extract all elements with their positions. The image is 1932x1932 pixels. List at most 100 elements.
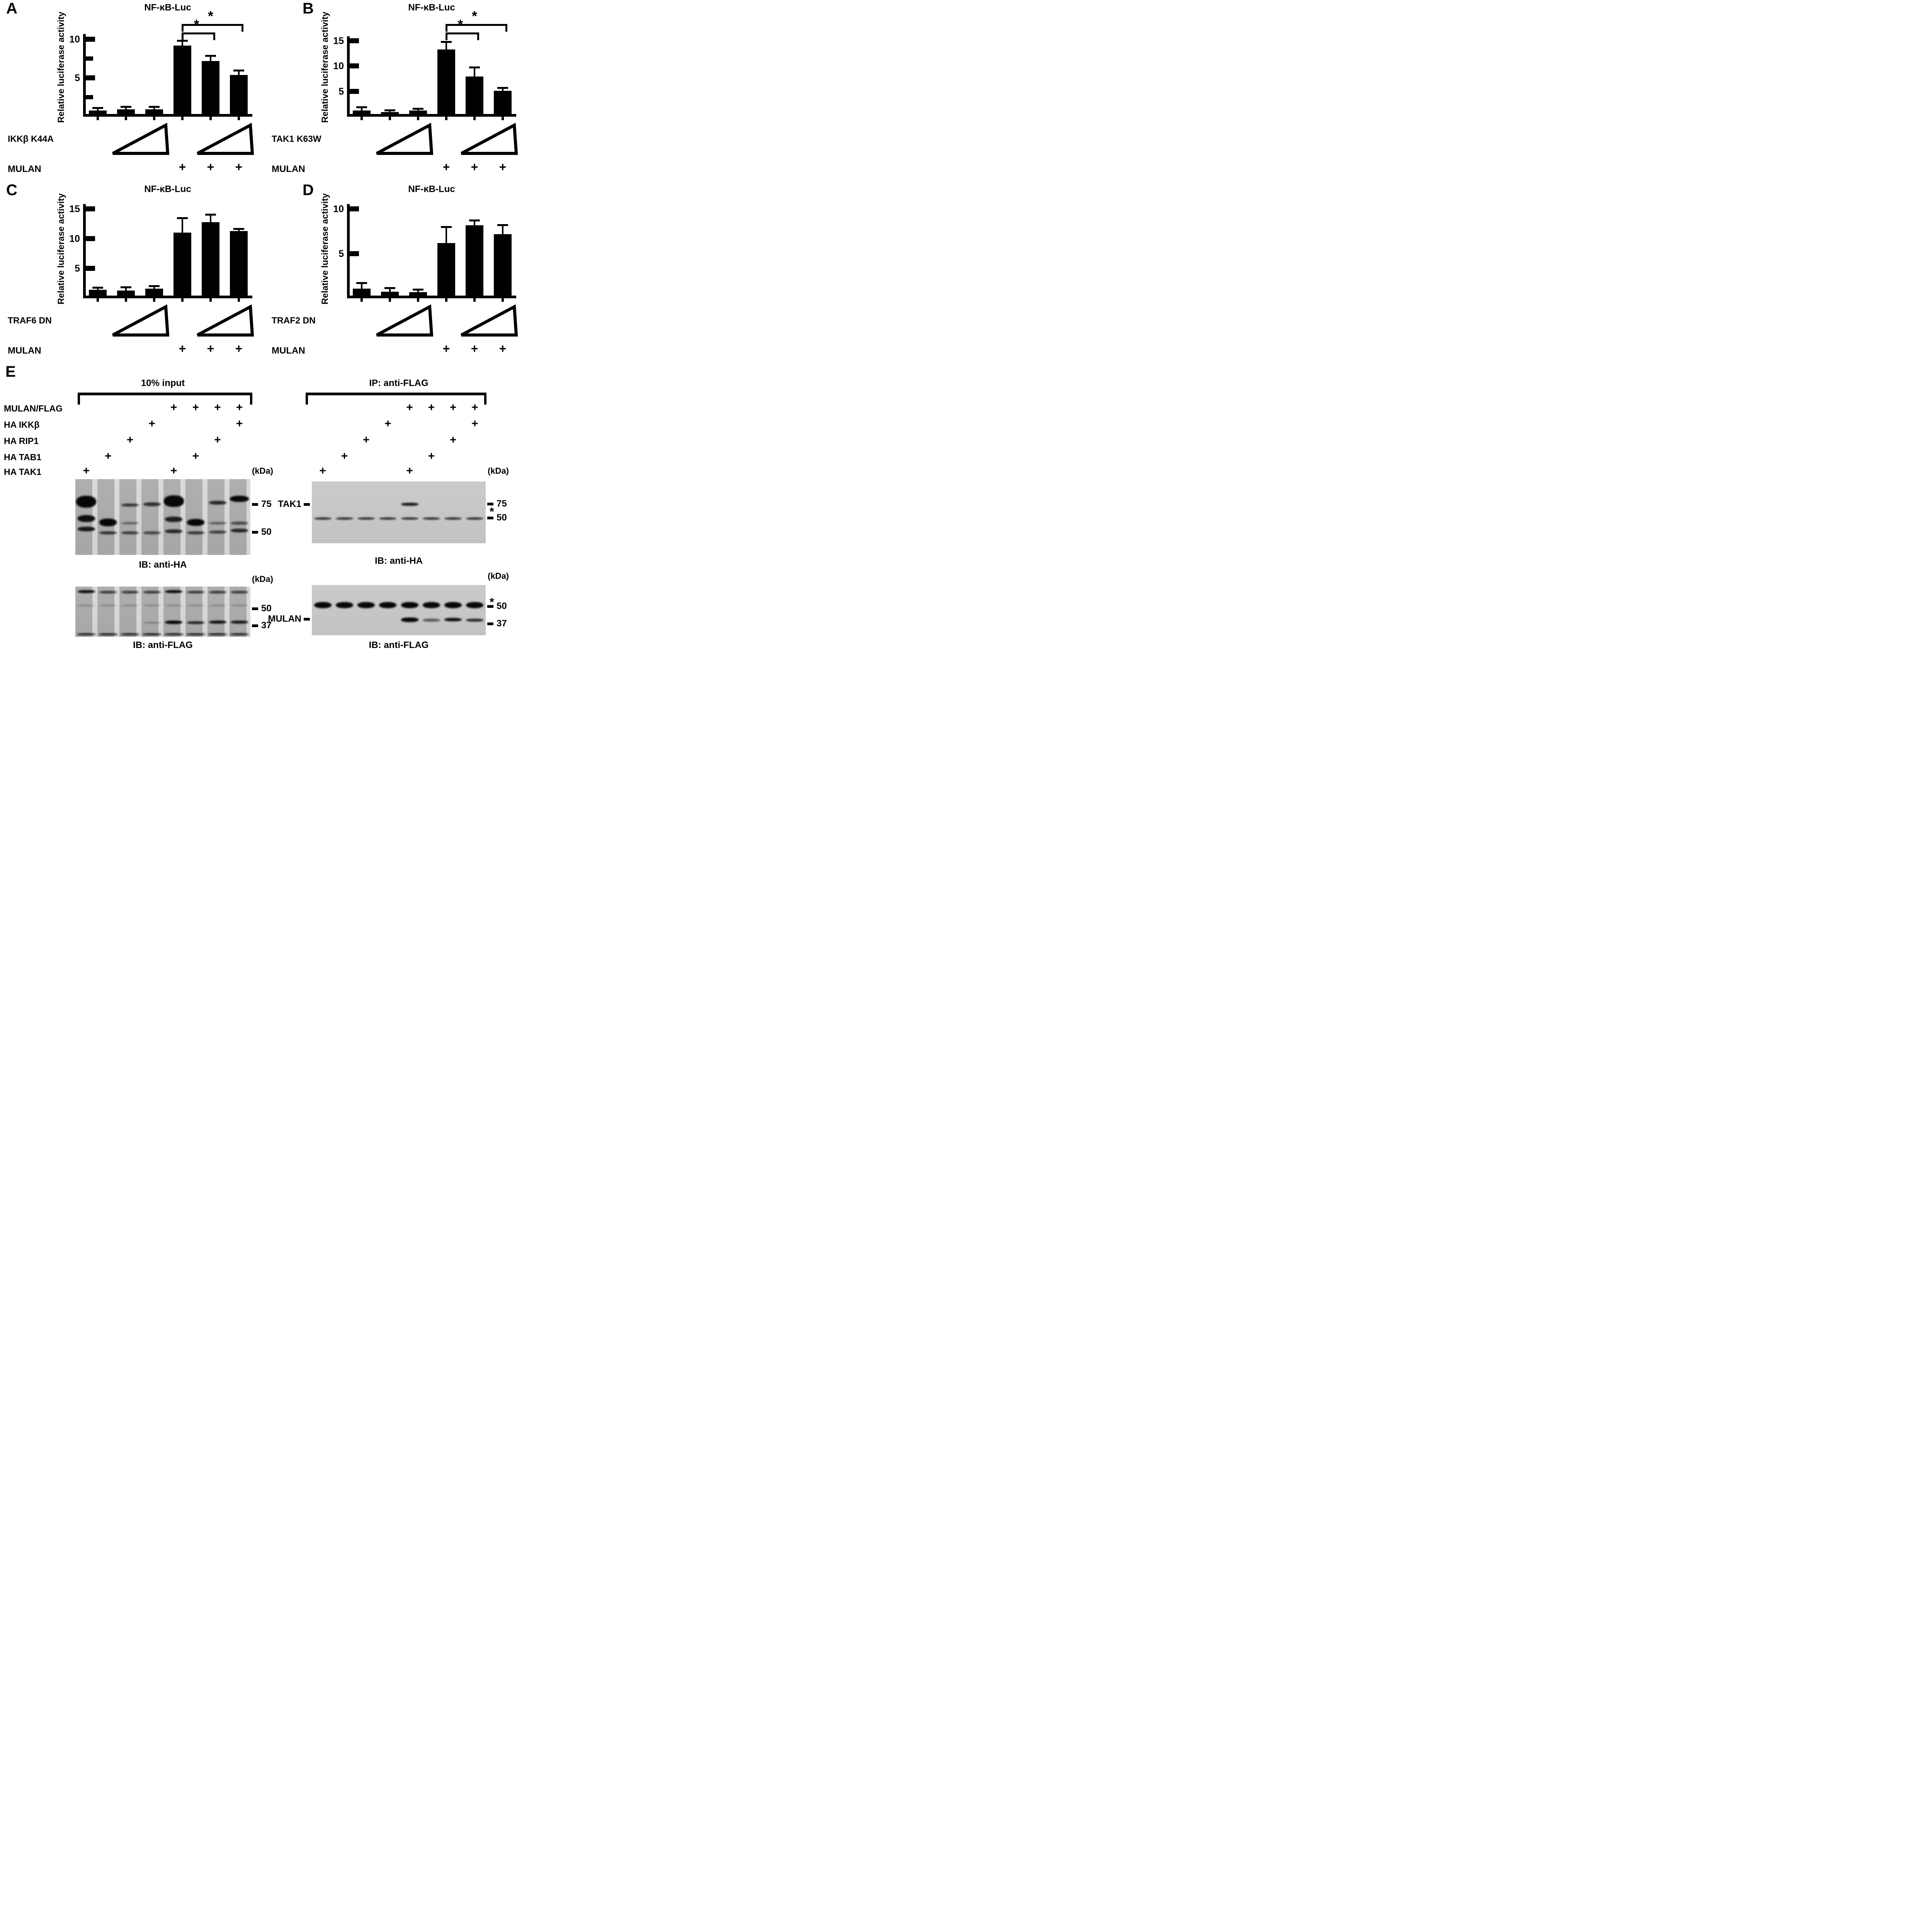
plus-mark: + bbox=[148, 417, 155, 430]
data-bar bbox=[381, 112, 399, 117]
data-bar bbox=[494, 234, 512, 298]
y-axis-minor-tick bbox=[86, 95, 93, 99]
data-bar bbox=[409, 292, 427, 298]
data-bar bbox=[145, 289, 163, 298]
protein-band bbox=[379, 517, 397, 520]
protein-band bbox=[335, 517, 353, 520]
error-bar-line bbox=[417, 291, 419, 292]
immunoblot-caption: IB: anti-FLAG bbox=[133, 640, 193, 650]
error-bar-line bbox=[389, 111, 391, 112]
error-bar-cap bbox=[177, 217, 188, 219]
plus-mark: + bbox=[126, 434, 134, 446]
chart-title: NF-κB-Luc bbox=[408, 2, 455, 13]
data-bar bbox=[353, 111, 371, 117]
dose-row-label: TRAF2 DN bbox=[272, 315, 316, 325]
dose-row-label: IKKβ K44A bbox=[8, 134, 54, 144]
error-bar-line bbox=[125, 288, 127, 291]
y-axis-major-tick bbox=[86, 265, 95, 271]
significance-bracket bbox=[182, 32, 215, 40]
x-axis-tick bbox=[209, 298, 212, 302]
x-axis-tick bbox=[97, 298, 99, 302]
x-axis-tick bbox=[361, 298, 363, 302]
panel-letter: C bbox=[6, 182, 17, 199]
protein-band bbox=[121, 503, 139, 507]
protein-band bbox=[209, 621, 226, 624]
dose-ramp-triangle-icon bbox=[111, 122, 169, 155]
western-blot-image bbox=[75, 587, 250, 637]
western-blot-image bbox=[312, 585, 486, 635]
error-bar-line bbox=[125, 108, 127, 109]
plus-mark: + bbox=[428, 401, 435, 414]
protein-band bbox=[187, 519, 204, 526]
data-bar bbox=[437, 49, 455, 117]
y-axis-major-tick bbox=[86, 236, 95, 241]
input-group-header: 10% input bbox=[141, 378, 185, 388]
protein-band bbox=[77, 590, 95, 593]
y-axis-tick-label: 10 bbox=[333, 61, 344, 72]
x-axis-tick bbox=[473, 298, 476, 302]
protein-band bbox=[165, 517, 183, 522]
x-axis-line bbox=[347, 114, 516, 117]
data-bar bbox=[173, 233, 191, 298]
molecular-weight-label: 50 bbox=[261, 603, 272, 614]
x-axis-tick bbox=[238, 117, 240, 120]
protein-band bbox=[143, 591, 161, 594]
plus-mark: + bbox=[449, 401, 457, 414]
plus-mark: + bbox=[235, 342, 243, 355]
data-bar bbox=[173, 46, 191, 117]
protein-band bbox=[231, 621, 248, 624]
dose-ramp-triangle-icon bbox=[375, 304, 433, 337]
significance-bracket bbox=[446, 32, 479, 40]
plus-mark: + bbox=[236, 417, 243, 430]
molecular-weight-label: 50 bbox=[261, 527, 272, 537]
error-bar-line bbox=[182, 42, 183, 46]
data-bar bbox=[437, 243, 455, 298]
y-axis-tick-label: 5 bbox=[75, 263, 80, 274]
error-bar-line bbox=[417, 110, 419, 111]
mulan-row-label: MULAN bbox=[8, 345, 41, 356]
error-bar-line bbox=[182, 219, 183, 233]
data-bar bbox=[466, 225, 483, 298]
plus-mark: + bbox=[428, 450, 435, 463]
group-bracket bbox=[78, 393, 252, 405]
molecular-weight-tick bbox=[252, 503, 258, 506]
protein-band bbox=[186, 633, 206, 636]
protein-band bbox=[208, 633, 227, 636]
protein-band bbox=[401, 602, 418, 609]
y-axis-tick-label: 15 bbox=[333, 36, 344, 47]
dose-ramp-triangle-icon bbox=[196, 122, 254, 155]
bar-chart: 5 10 bbox=[333, 199, 516, 302]
error-bar-line bbox=[97, 109, 99, 111]
protein-band bbox=[357, 602, 375, 609]
plus-mark: + bbox=[207, 342, 214, 355]
chart-title: NF-κB-Luc bbox=[144, 2, 191, 13]
protein-band bbox=[379, 602, 397, 609]
protein-band bbox=[99, 518, 117, 526]
bar-chart: 5 10 15 * * bbox=[333, 9, 516, 120]
protein-band bbox=[143, 502, 161, 506]
plus-mark: + bbox=[214, 434, 221, 446]
band-identity-label: TAK1 bbox=[278, 499, 301, 510]
kda-units-label: (kDa) bbox=[252, 466, 274, 476]
error-bar-cap bbox=[469, 219, 480, 221]
data-bar bbox=[202, 222, 219, 298]
x-axis-tick bbox=[153, 117, 155, 120]
protein-band bbox=[466, 619, 484, 622]
protein-band bbox=[444, 618, 462, 622]
x-axis-tick bbox=[361, 117, 363, 120]
panel-row-ab: A NF-κB-Luc Relative luciferase activity… bbox=[0, 0, 527, 182]
panel-e: E 10% input IP: anti-FLAG MULAN/FLAG + + + +… bbox=[0, 363, 527, 653]
protein-band bbox=[121, 591, 139, 594]
y-axis-tick-label: 5 bbox=[75, 73, 80, 83]
protein-band bbox=[231, 521, 248, 525]
bar-chart: 5 10 15 bbox=[69, 199, 252, 302]
plus-mark: + bbox=[341, 450, 348, 463]
plus-mark: + bbox=[499, 160, 507, 174]
significance-asterisk: * bbox=[207, 8, 213, 24]
plus-mark: + bbox=[83, 464, 90, 477]
protein-band bbox=[121, 522, 139, 524]
protein-band bbox=[165, 590, 183, 593]
plus-mark: + bbox=[384, 417, 391, 430]
x-axis-tick bbox=[125, 117, 127, 120]
dose-row-label: TAK1 K63W bbox=[272, 134, 321, 144]
